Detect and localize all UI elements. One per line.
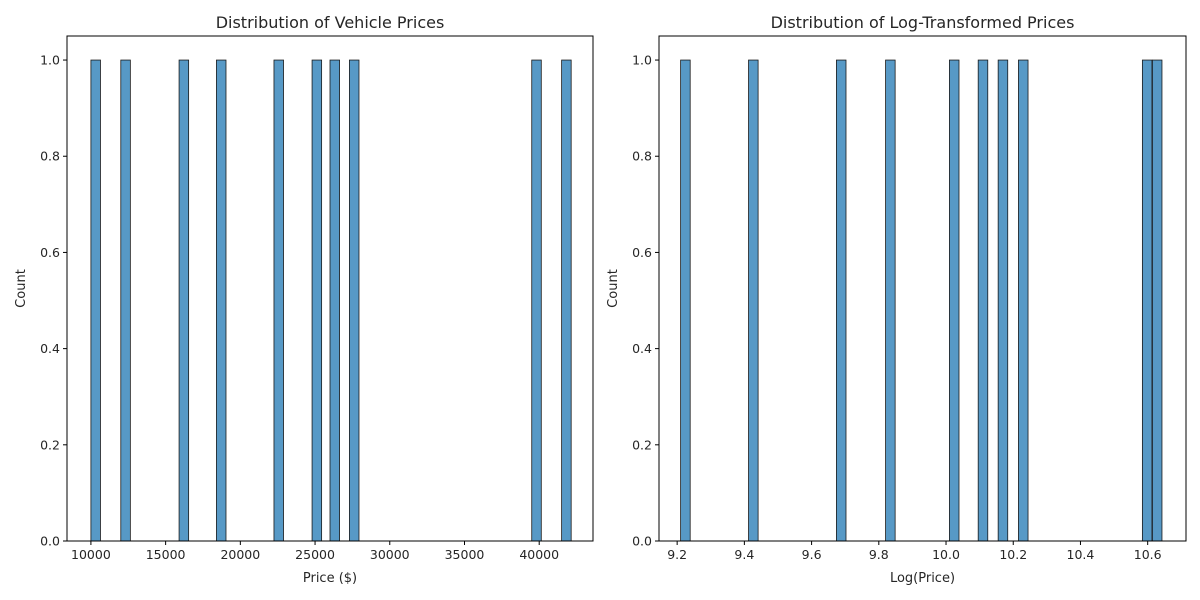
histogram-bar — [349, 59, 360, 542]
x-tick-label: 9.4 — [734, 547, 754, 562]
histogram-bar — [273, 59, 284, 542]
y-axis-label: Count — [14, 269, 29, 308]
x-ticks: 10000 15000 20000 25000 30000 35000 40000 — [71, 541, 559, 562]
y-tick-label: 0.2 — [632, 437, 652, 452]
x-ticks: 9.2 9.4 9.6 9.8 10.0 10.2 10.4 10.6 — [667, 541, 1162, 562]
bars — [90, 59, 572, 542]
histogram-bar — [1141, 59, 1153, 542]
histogram-bar — [531, 59, 542, 542]
x-tick-label: 10.4 — [1067, 547, 1095, 562]
x-tick-label: 40000 — [519, 547, 559, 562]
x-tick-label: 15000 — [146, 547, 186, 562]
histogram-bar — [329, 59, 340, 542]
y-tick-label: 1.0 — [40, 53, 60, 68]
histogram-bar — [977, 59, 989, 542]
histogram-bar — [1151, 59, 1163, 542]
x-tick-label: 10.2 — [999, 547, 1027, 562]
histogram-bar — [311, 59, 323, 542]
y-ticks: 0.0 0.2 0.4 0.6 0.8 1.0 — [40, 53, 67, 549]
x-tick-label: 10.0 — [932, 547, 960, 562]
x-tick-label: 25000 — [295, 547, 335, 562]
y-axis-label: Count — [606, 269, 621, 308]
y-tick-label: 0.8 — [632, 149, 652, 164]
log-price-histogram: Distribution of Log-Transformed Prices L… — [606, 13, 1187, 586]
price-histogram: Distribution of Vehicle Prices Price ($)… — [14, 13, 594, 586]
x-tick-label: 30000 — [370, 547, 410, 562]
y-tick-label: 0.4 — [632, 341, 652, 356]
histogram-bar — [949, 59, 960, 542]
y-ticks: 0.0 0.2 0.4 0.6 0.8 1.0 — [632, 53, 659, 549]
histogram-bar — [1018, 59, 1029, 542]
x-tick-label: 10000 — [71, 547, 111, 562]
x-axis-label: Log(Price) — [890, 571, 955, 586]
y-tick-label: 0.0 — [40, 534, 60, 549]
x-tick-label: 9.2 — [667, 547, 687, 562]
y-tick-label: 0.2 — [40, 437, 60, 452]
x-tick-label: 9.8 — [869, 547, 889, 562]
y-tick-label: 0.6 — [632, 245, 652, 260]
histogram-bar — [748, 59, 759, 542]
histogram-bar — [90, 59, 101, 542]
x-axis-label: Price ($) — [303, 571, 357, 586]
y-tick-label: 0.0 — [632, 534, 652, 549]
x-tick-label: 20000 — [220, 547, 260, 562]
histogram-bar — [836, 59, 847, 542]
histogram-bar — [120, 59, 131, 542]
histogram-bar — [997, 59, 1009, 542]
y-tick-label: 0.8 — [40, 149, 60, 164]
histogram-bar — [216, 59, 227, 542]
x-tick-label: 35000 — [445, 547, 485, 562]
x-tick-label: 9.6 — [802, 547, 822, 562]
histogram-bar — [885, 59, 896, 542]
bars — [680, 59, 1163, 542]
histogram-bar — [178, 59, 190, 542]
chart-title: Distribution of Log-Transformed Prices — [771, 13, 1075, 32]
x-tick-label: 10.6 — [1134, 547, 1162, 562]
histogram-bar — [561, 59, 572, 542]
axes-frame — [66, 35, 594, 542]
y-tick-label: 0.6 — [40, 245, 60, 260]
y-tick-label: 0.4 — [40, 341, 60, 356]
histogram-bar — [680, 59, 691, 542]
y-tick-label: 1.0 — [632, 53, 652, 68]
chart-title: Distribution of Vehicle Prices — [216, 13, 445, 32]
axes-frame — [658, 35, 1187, 542]
